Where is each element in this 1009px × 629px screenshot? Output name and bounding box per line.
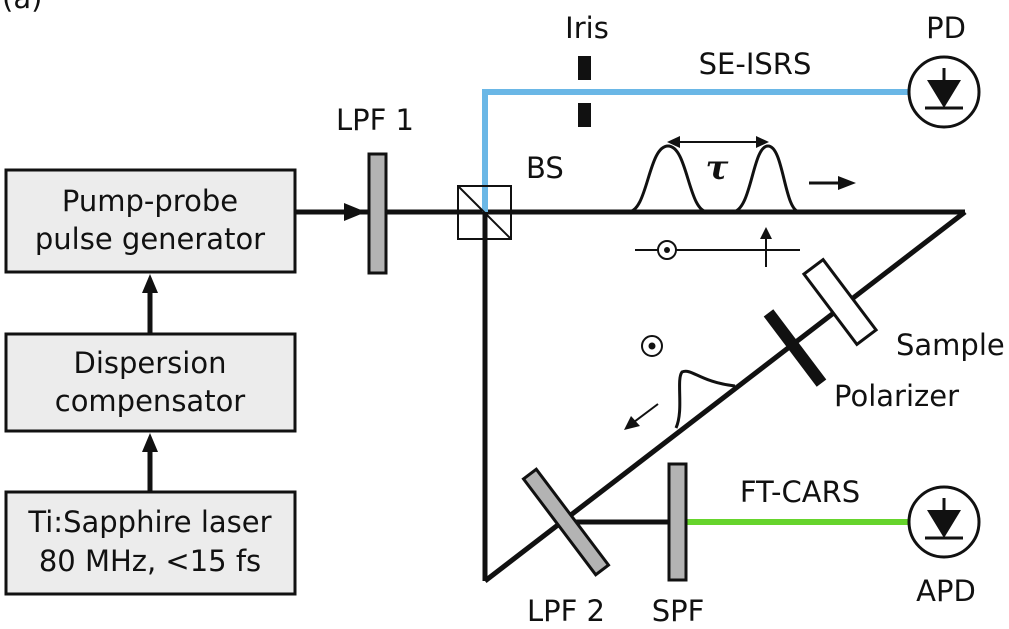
dispersion-compensator-block: Dispersion compensator (4, 332, 297, 433)
pulse-generator-block: Pump-probe pulse generator (4, 168, 297, 274)
apd-label: APD (916, 574, 976, 608)
pd-detector (907, 55, 981, 129)
iris-label: Iris (565, 11, 609, 45)
apd-detector (907, 485, 981, 559)
polarizer-label: Polarizer (834, 379, 959, 413)
arrowhead-dispersion (142, 433, 158, 452)
dispersion-line2: compensator (55, 384, 246, 418)
iris-upper-blade (578, 56, 591, 80)
bs-label: BS (526, 151, 564, 185)
pulse-generator-line2: pulse generator (35, 222, 265, 256)
se-isrs-beam (482, 89, 910, 212)
lpf1-filter (367, 152, 388, 275)
return-propagation-arrow (633, 403, 659, 423)
polarization-dot-icon (664, 247, 670, 253)
sample-label: Sample (896, 328, 1005, 362)
beam-arrowhead (344, 203, 366, 221)
beam-splitter (457, 185, 512, 240)
polarization-up-arrowhead (760, 227, 772, 239)
dispersion-line1: Dispersion (74, 346, 227, 380)
pulse-generator-line1: Pump-probe (62, 184, 238, 218)
lpf1-label: LPF 1 (336, 103, 414, 137)
spf-label: SPF (652, 594, 705, 628)
panel-label: (a) (2, 0, 42, 15)
tau-arrow-left-head (667, 136, 680, 148)
spf-filter (667, 462, 688, 582)
propagation-arrowhead (838, 176, 856, 190)
tau-label: τ (706, 148, 729, 188)
se-isrs-label: SE-ISRS (699, 47, 812, 81)
polarizer-element (763, 309, 827, 387)
tau-arrow-right-head (756, 136, 769, 148)
sample-element (801, 257, 879, 347)
pump-probe-pulses (627, 144, 801, 214)
arrowhead-generator (142, 274, 158, 293)
return-polarization-dot-icon (648, 342, 656, 350)
iris-lower-blade (578, 103, 591, 127)
return-propagation-arrowhead (624, 416, 640, 430)
ft-cars-label: FT-CARS (740, 475, 860, 509)
lpf2-label: LPF 2 (527, 594, 605, 628)
laser-block: Ti:Sapphire laser 80 MHz, <15 fs (4, 490, 297, 596)
laser-line1: Ti:Sapphire laser (27, 505, 271, 539)
return-pulse (674, 369, 736, 429)
laser-line2: 80 MHz, <15 fs (39, 544, 261, 578)
pd-label: PD (926, 11, 966, 45)
lpf2-filter (521, 467, 611, 577)
